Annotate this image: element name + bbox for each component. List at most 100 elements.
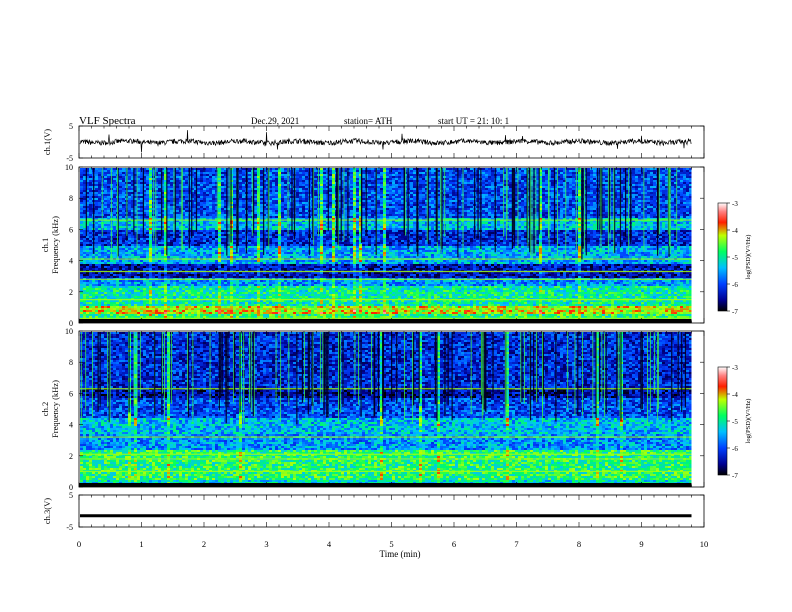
- spectrogram-cell: [95, 202, 98, 204]
- spectrogram-cell: [155, 238, 158, 240]
- spectrogram-cell: [107, 200, 110, 202]
- spectrogram-cell: [179, 188, 182, 190]
- spectrogram-cell: [185, 224, 188, 226]
- spectrogram-cell: [266, 172, 269, 174]
- spectrogram-cell: [86, 284, 89, 286]
- spectrogram-cell: [113, 312, 116, 314]
- spectrogram-cell: [98, 244, 101, 246]
- spectrogram-cell: [152, 310, 155, 312]
- spectrogram-cell: [218, 294, 221, 296]
- spectrogram-cell: [119, 312, 122, 314]
- spectrogram-cell: [197, 220, 200, 222]
- spectrogram-cell: [143, 306, 146, 308]
- spectrogram-cell: [167, 292, 170, 294]
- spectrogram-cell: [131, 192, 134, 194]
- spectrogram-cell: [134, 228, 137, 230]
- spectrogram-cell: [164, 302, 167, 304]
- spectrogram-cell: [149, 242, 152, 244]
- spectrogram-cell: [170, 314, 173, 316]
- spectrogram-cell: [119, 170, 122, 172]
- spectrogram-cell: [260, 188, 263, 190]
- spectrogram-cell: [119, 288, 122, 290]
- spectrogram-cell: [257, 248, 260, 250]
- spectrogram-cell: [92, 300, 95, 302]
- spectrogram-cell: [122, 242, 125, 244]
- spectrogram-cell: [170, 198, 173, 200]
- spectrogram-cell: [101, 264, 104, 266]
- spectrogram-cell: [233, 180, 236, 182]
- spectrogram-cell: [170, 178, 173, 180]
- spectrogram-cell: [95, 182, 98, 184]
- spectrogram-cell: [263, 178, 266, 180]
- spectrogram-cell: [167, 208, 170, 210]
- spectrogram-cell: [137, 168, 140, 170]
- spectrogram-cell: [257, 168, 260, 170]
- spectrogram-cell: [167, 202, 170, 204]
- spectrogram-cell: [134, 194, 137, 196]
- spectrogram-cell: [140, 222, 143, 224]
- spectrogram-cell: [89, 240, 92, 242]
- spectrogram-cell: [158, 282, 161, 284]
- spectrogram-cell: [146, 218, 149, 220]
- spectrogram-cell: [227, 196, 230, 198]
- spectrogram-cell: [179, 262, 182, 264]
- spectrogram-cell: [155, 206, 158, 208]
- spectrogram-cell: [140, 268, 143, 270]
- spectrogram-cell: [203, 274, 206, 276]
- spectrogram-cell: [176, 254, 179, 256]
- spectrogram-cell: [122, 220, 125, 222]
- spectrogram-cell: [131, 228, 134, 230]
- spectrogram-cell: [173, 276, 176, 278]
- spectrogram-cell: [263, 316, 266, 318]
- spectrogram-cell: [104, 190, 107, 192]
- spectrogram-cell: [104, 192, 107, 194]
- spectrogram-cell: [230, 312, 233, 314]
- spectrogram-cell: [170, 232, 173, 234]
- spectrogram-cell: [152, 250, 155, 252]
- spectrogram-cell: [173, 266, 176, 268]
- spectrogram-cell: [212, 282, 215, 284]
- spectrogram-cell: [233, 214, 236, 216]
- spectrogram-cell: [89, 178, 92, 180]
- spectrogram-cell: [173, 306, 176, 308]
- spectrogram-cell: [170, 228, 173, 230]
- spectrogram-cell: [182, 226, 185, 228]
- spectrogram-cell: [251, 262, 254, 264]
- spectrogram-cell: [182, 256, 185, 258]
- spectrogram-cell: [128, 234, 131, 236]
- spectrogram-cell: [200, 216, 203, 218]
- spectrogram-cell: [119, 186, 122, 188]
- spectrogram-cell: [98, 302, 101, 304]
- spectrogram-cell: [182, 214, 185, 216]
- spectrogram-cell: [101, 310, 104, 312]
- spectrogram-cell: [179, 202, 182, 204]
- spectrogram-cell: [242, 316, 245, 318]
- spectrogram-cell: [221, 170, 224, 172]
- spectrogram-cell: [155, 316, 158, 318]
- spectrogram-cell: [257, 190, 260, 192]
- spectrogram-cell: [194, 244, 197, 246]
- spectrogram-cell: [206, 172, 209, 174]
- spectrogram-cell: [176, 302, 179, 304]
- spectrogram-cell: [146, 204, 149, 206]
- spectrogram-cell: [179, 236, 182, 238]
- spectrogram-cell: [239, 266, 242, 268]
- spectrogram-cell: [224, 202, 227, 204]
- spectrogram-cell: [191, 176, 194, 178]
- spectrogram-cell: [89, 214, 92, 216]
- spectrogram-cell: [263, 174, 266, 176]
- spectrogram-cell: [149, 246, 152, 248]
- spectrogram-cell: [197, 178, 200, 180]
- spectrogram-cell: [224, 238, 227, 240]
- spectrogram-cell: [95, 226, 98, 228]
- spectrogram-cell: [170, 188, 173, 190]
- spectrogram-cell: [188, 256, 191, 258]
- spectrogram-cell: [206, 300, 209, 302]
- spectrogram-cell: [197, 230, 200, 232]
- spectrogram-cell: [143, 230, 146, 232]
- spectrogram-cell: [212, 196, 215, 198]
- spectrogram-cell: [212, 192, 215, 194]
- spectrogram-cell: [146, 214, 149, 216]
- spectrogram-cell: [161, 182, 164, 184]
- spectrogram-cell: [107, 310, 110, 312]
